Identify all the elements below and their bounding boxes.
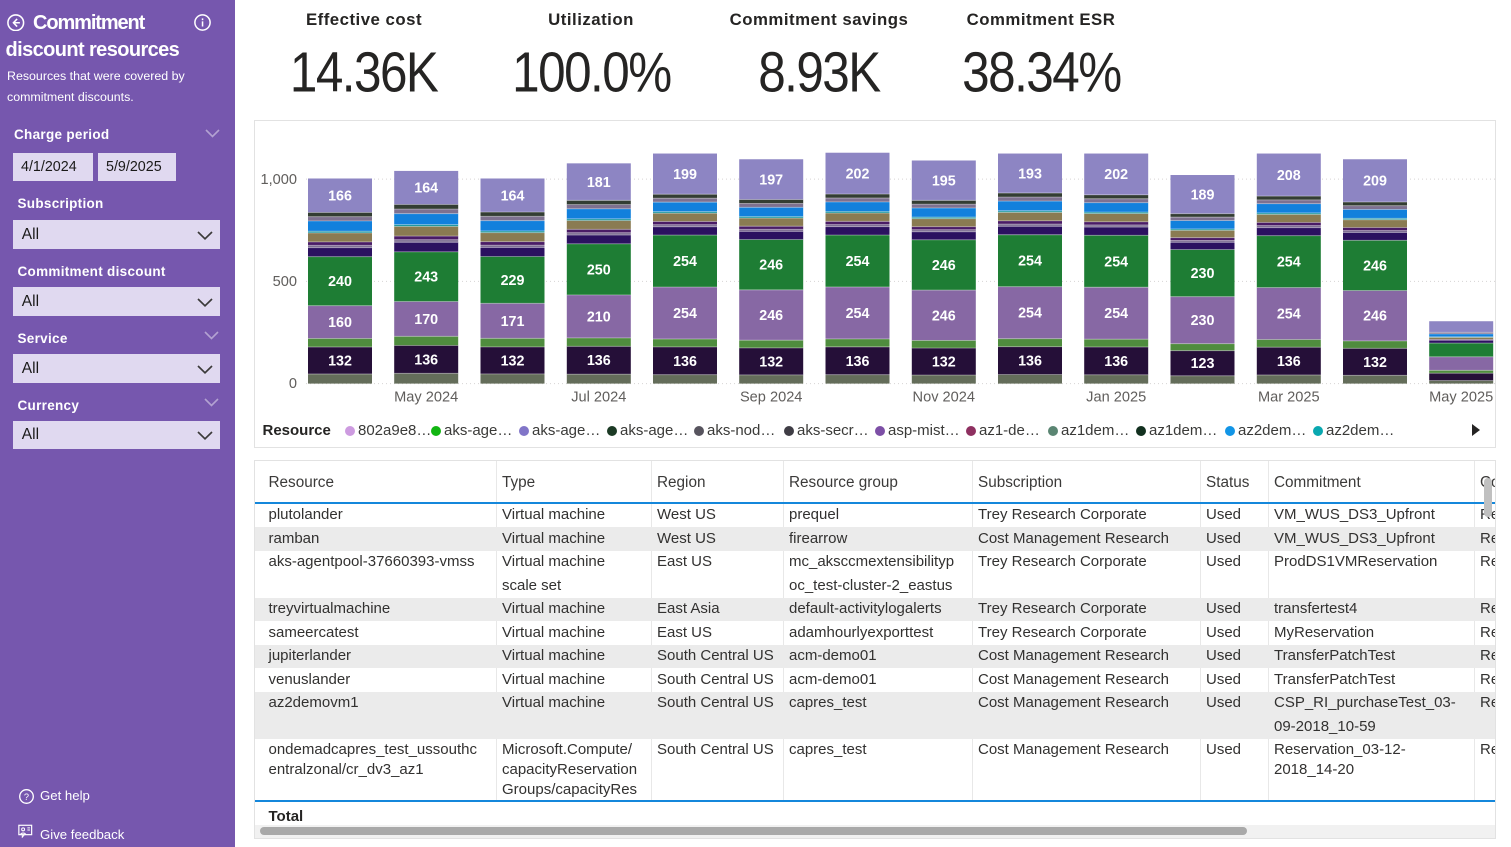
svg-text:246: 246 — [759, 258, 783, 274]
svg-text:Mar 2025: Mar 2025 — [1258, 390, 1320, 406]
svg-text:193: 193 — [1018, 166, 1042, 182]
svg-text:230: 230 — [1191, 313, 1215, 329]
svg-text:202: 202 — [1104, 167, 1128, 183]
svg-text:254: 254 — [1104, 306, 1128, 322]
svg-text:254: 254 — [1018, 254, 1042, 270]
svg-text:Jan 2025: Jan 2025 — [1086, 390, 1146, 406]
svg-text:May 2025: May 2025 — [1429, 390, 1493, 406]
svg-text:254: 254 — [1277, 255, 1301, 271]
svg-text:132: 132 — [932, 355, 956, 371]
svg-text:254: 254 — [846, 254, 870, 270]
svg-text:254: 254 — [673, 306, 697, 322]
svg-text:1,000: 1,000 — [260, 172, 297, 188]
svg-text:0: 0 — [289, 376, 297, 392]
svg-text:Nov 2024: Nov 2024 — [913, 390, 975, 406]
svg-text:246: 246 — [759, 308, 783, 324]
svg-text:?: ? — [24, 791, 29, 801]
svg-text:209: 209 — [1363, 174, 1387, 190]
svg-text:254: 254 — [1018, 306, 1042, 322]
svg-text:171: 171 — [501, 314, 525, 330]
svg-text:202: 202 — [846, 166, 870, 182]
svg-text:240: 240 — [328, 274, 352, 290]
svg-text:Sep 2024: Sep 2024 — [740, 390, 803, 406]
svg-text:246: 246 — [1363, 258, 1387, 274]
svg-text:243: 243 — [414, 270, 438, 286]
svg-text:136: 136 — [1104, 354, 1128, 370]
svg-text:199: 199 — [673, 167, 697, 183]
svg-text:164: 164 — [501, 188, 525, 204]
svg-text:170: 170 — [414, 312, 438, 328]
svg-text:132: 132 — [328, 354, 352, 370]
svg-text:136: 136 — [1018, 354, 1042, 370]
svg-text:250: 250 — [587, 262, 611, 278]
svg-text:208: 208 — [1277, 168, 1301, 184]
svg-text:166: 166 — [328, 189, 352, 205]
svg-text:123: 123 — [1191, 356, 1215, 372]
svg-text:254: 254 — [1104, 254, 1128, 270]
svg-text:136: 136 — [414, 352, 438, 368]
svg-text:136: 136 — [587, 353, 611, 369]
svg-text:132: 132 — [501, 353, 525, 369]
svg-text:164: 164 — [414, 181, 438, 197]
svg-text:254: 254 — [673, 254, 697, 270]
svg-text:136: 136 — [1277, 354, 1301, 370]
svg-text:195: 195 — [932, 173, 956, 189]
svg-text:132: 132 — [1363, 355, 1387, 371]
svg-text:160: 160 — [328, 315, 352, 331]
svg-text:189: 189 — [1191, 187, 1215, 203]
svg-text:May 2024: May 2024 — [394, 390, 458, 406]
svg-text:246: 246 — [1363, 309, 1387, 325]
svg-text:210: 210 — [587, 310, 611, 326]
svg-text:132: 132 — [759, 354, 783, 370]
svg-text:136: 136 — [846, 354, 870, 370]
svg-text:500: 500 — [273, 274, 297, 290]
svg-text:254: 254 — [846, 306, 870, 322]
svg-text:197: 197 — [759, 172, 783, 188]
svg-text:246: 246 — [932, 258, 956, 274]
svg-text:254: 254 — [1277, 307, 1301, 323]
svg-text:136: 136 — [673, 354, 697, 370]
svg-text:229: 229 — [501, 273, 525, 289]
svg-text:246: 246 — [932, 308, 956, 324]
svg-text:181: 181 — [587, 175, 611, 191]
svg-text:Jul 2024: Jul 2024 — [571, 390, 626, 406]
svg-text:230: 230 — [1191, 266, 1215, 282]
